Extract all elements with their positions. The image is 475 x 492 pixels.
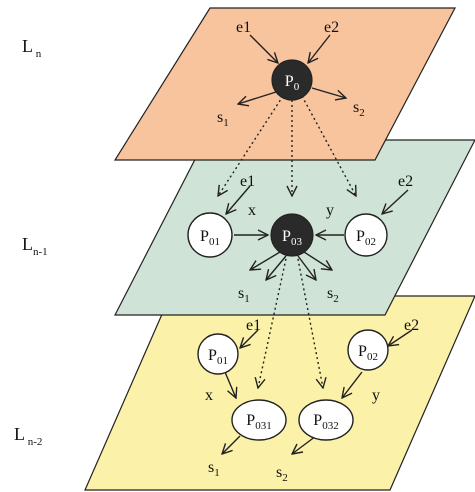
label-e1-top: e1 (236, 19, 251, 36)
label-y-bottom: y (372, 387, 380, 404)
label-s1-bottom: s1 (208, 459, 220, 479)
arrow-p03-down2 (266, 255, 287, 280)
node-p01-bottom-label: P01 (208, 347, 228, 367)
label-s1-top: s1 (217, 109, 229, 129)
node-p031 (231, 399, 287, 441)
label-x-mid: x (248, 202, 256, 219)
node-p0 (271, 59, 313, 101)
label-s2-mid: s2 (327, 285, 339, 305)
label-y-mid: y (326, 202, 334, 219)
arrow-p032-s2 (292, 435, 317, 454)
label-e1-bottom: e1 (246, 317, 261, 334)
arrow-p03-down4 (303, 251, 332, 270)
layer-label-n-1: Ln-1 (22, 234, 48, 258)
label-s2-bottom: s2 (276, 464, 288, 484)
arrow-e2-p0 (308, 34, 331, 63)
node-p01-bottom (197, 333, 239, 375)
node-p02-bottom-label: P02 (358, 343, 378, 363)
node-p01-mid (187, 212, 233, 258)
layer-label-n: L n (22, 36, 42, 60)
label-s2-top: s2 (353, 99, 365, 119)
node-p03 (270, 213, 314, 257)
link-p0-p02 (301, 95, 356, 196)
label-s1-mid: s1 (238, 285, 250, 305)
label-x-bottom: x (205, 387, 213, 404)
arrow-p03-down3 (297, 255, 316, 280)
layer-label-n-2: L n-2 (14, 424, 42, 448)
arrow-p01-p031 (224, 371, 236, 398)
arrow-e2-p02 (382, 189, 409, 214)
arrow-p031-s1 (222, 435, 241, 454)
node-p032 (298, 399, 354, 441)
arrow-p02-p032 (342, 371, 363, 398)
label-e2-top: e2 (324, 19, 339, 36)
arrow-e2-p02-bottom (388, 329, 413, 346)
arrow-p0-s2 (311, 87, 346, 98)
node-p01-mid-label: P01 (200, 228, 220, 248)
node-p032-label: P032 (313, 412, 338, 432)
arrow-e1-p0 (249, 34, 278, 63)
label-e2-mid: e2 (398, 173, 413, 190)
node-p0-label: P0 (285, 73, 300, 93)
label-e2-bottom: e2 (404, 317, 419, 334)
arrow-p0-s1 (238, 91, 277, 104)
label-e1-mid: e1 (240, 173, 255, 190)
arrow-p03-down1 (250, 251, 281, 270)
node-p031-label: P031 (246, 412, 271, 432)
node-p03-label: P03 (282, 228, 302, 248)
node-p02-mid-label: P02 (356, 228, 376, 248)
arrow-e1-p01 (226, 185, 251, 214)
node-p02-mid (344, 213, 388, 257)
node-p02-bottom (347, 329, 389, 371)
arrow-e1-p01-bottom (240, 329, 259, 348)
